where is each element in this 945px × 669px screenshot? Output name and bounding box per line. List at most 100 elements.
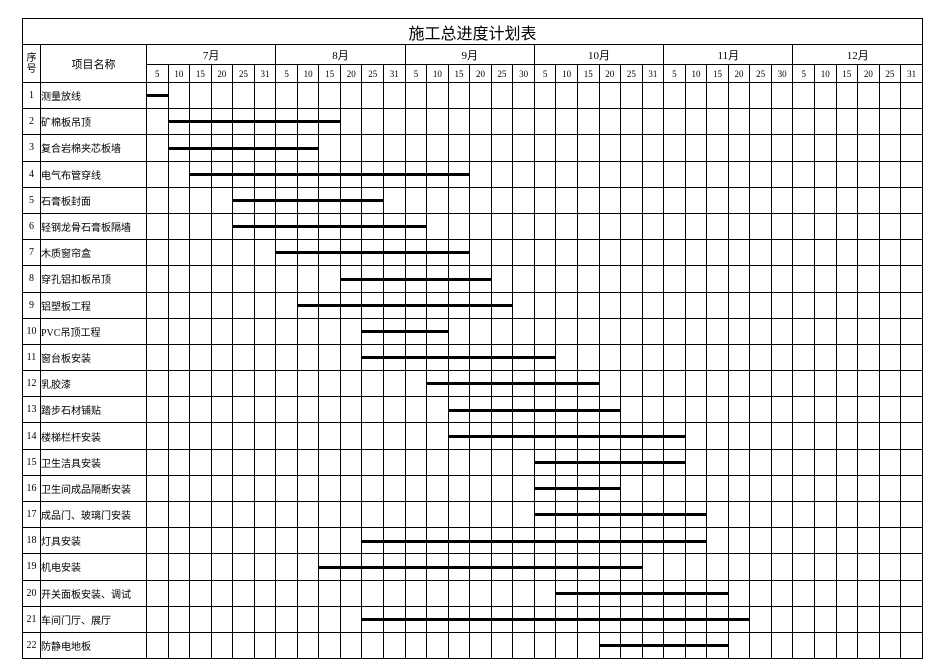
grid-cell [750,580,772,606]
grid-cell [901,135,923,161]
grid-cell [405,449,427,475]
grid-cell [233,475,255,501]
grid-cell [836,528,858,554]
day-header: 30 [771,65,793,83]
grid-cell [836,135,858,161]
grid-cell [362,135,384,161]
grid-cell [491,109,513,135]
grid-cell [319,528,341,554]
grid-cell [211,266,233,292]
grid-cell [901,475,923,501]
grid-cell [556,397,578,423]
grid-cell [534,213,556,239]
grid-cell [427,371,449,397]
grid-cell [211,528,233,554]
grid-cell [470,423,492,449]
grid-cell [470,606,492,632]
grid-cell [448,632,470,658]
grid-cell [642,83,664,109]
task-row: 2矿棉板吊顶 [23,109,923,135]
grid-cell [233,580,255,606]
day-header: 10 [427,65,449,83]
grid-cell [491,580,513,606]
grid-cell [728,266,750,292]
grid-cell [814,266,836,292]
grid-cell [621,318,643,344]
grid-cell [836,606,858,632]
grid-cell [513,83,535,109]
task-name: 卫生间成品隔断安装 [41,475,147,501]
grid-cell [577,344,599,370]
day-header: 10 [556,65,578,83]
grid-cell [405,213,427,239]
grid-cell [664,240,686,266]
day-header: 30 [513,65,535,83]
grid-cell [599,475,621,501]
grid-cell [534,83,556,109]
grid-cell [685,371,707,397]
day-header: 25 [233,65,255,83]
grid-cell [750,292,772,318]
task-row: 17成品门、玻璃门安装 [23,502,923,528]
grid-cell [147,187,169,213]
grid-cell [858,161,880,187]
grid-cell [750,528,772,554]
grid-cell [211,554,233,580]
grid-cell [858,632,880,658]
grid-cell [707,318,729,344]
task-seq: 16 [23,475,41,501]
grid-cell [448,240,470,266]
grid-cell [427,344,449,370]
grid-cell [384,240,406,266]
grid-cell [384,423,406,449]
grid-cell [233,161,255,187]
grid-cell [448,135,470,161]
grid-cell [664,423,686,449]
grid-cell [858,580,880,606]
header-task-name: 项目名称 [41,45,147,83]
grid-cell [901,606,923,632]
grid-cell [793,397,815,423]
grid-cell [384,83,406,109]
grid-cell [147,606,169,632]
grid-cell [707,397,729,423]
grid-cell [297,83,319,109]
grid-cell [254,292,276,318]
grid-cell [491,240,513,266]
grid-cell [599,213,621,239]
grid-cell [190,606,212,632]
grid-cell [513,318,535,344]
grid-cell [728,83,750,109]
grid-cell [384,606,406,632]
grid-cell [599,528,621,554]
grid-cell [448,554,470,580]
grid-cell [405,318,427,344]
grid-cell [168,423,190,449]
grid-cell [319,554,341,580]
grid-cell [664,632,686,658]
grid-cell [771,161,793,187]
grid-cell [147,397,169,423]
grid-cell [190,240,212,266]
grid-cell [211,632,233,658]
grid-cell [491,292,513,318]
grid-cell [642,423,664,449]
grid-cell [147,632,169,658]
grid-cell [362,161,384,187]
grid-cell [556,371,578,397]
grid-cell [362,397,384,423]
grid-cell [556,554,578,580]
grid-cell [836,397,858,423]
grid-cell [621,423,643,449]
grid-cell [879,397,901,423]
grid-cell [858,187,880,213]
grid-cell [836,554,858,580]
grid-cell [384,318,406,344]
grid-cell [147,83,169,109]
grid-cell [168,109,190,135]
grid-cell [319,266,341,292]
grid-cell [211,109,233,135]
grid-cell [362,83,384,109]
grid-cell [319,475,341,501]
grid-cell [470,161,492,187]
